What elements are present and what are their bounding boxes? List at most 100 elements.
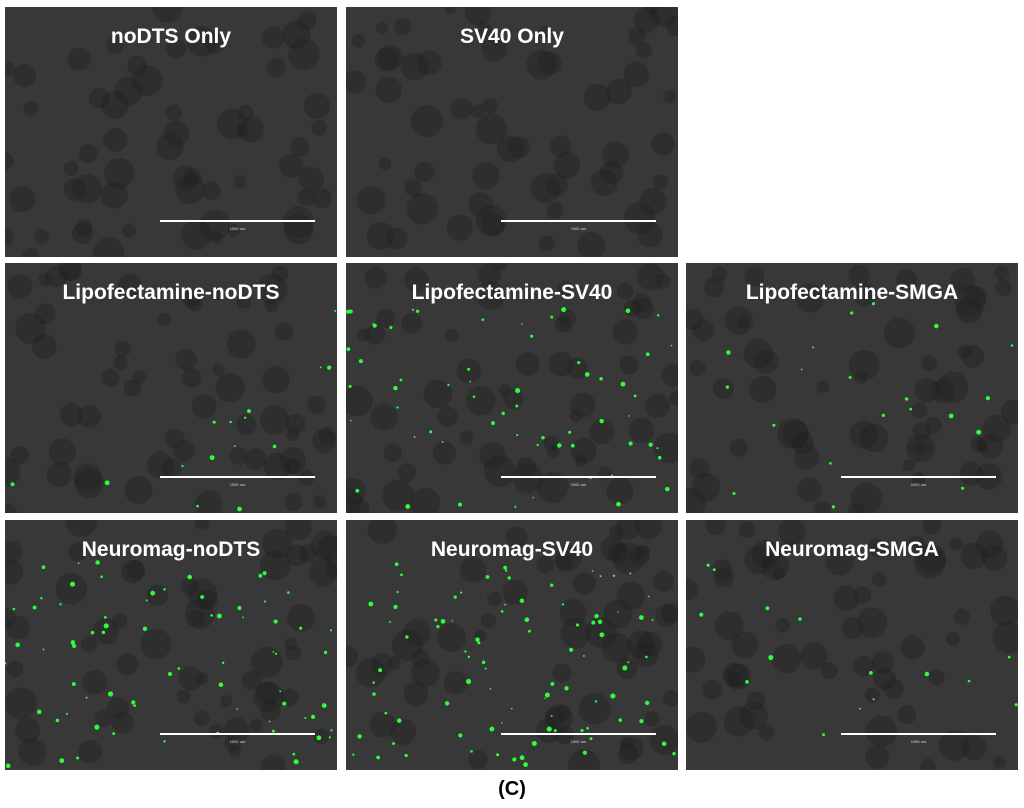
fluorescent-cell: [638, 615, 644, 620]
cell-cluster: [771, 644, 802, 674]
cell-cluster: [370, 653, 393, 676]
fluorescent-cell: [812, 346, 815, 349]
cell-cluster: [566, 357, 589, 379]
cell-cluster: [68, 542, 88, 562]
cell-cluster: [479, 442, 507, 470]
cell-cluster: [897, 705, 917, 725]
fluorescent-cell: [319, 366, 322, 369]
micrograph: SV40 Only 1000 um: [346, 7, 678, 257]
cell-cluster: [468, 750, 488, 770]
fluorescent-cell: [798, 617, 802, 621]
cell-cluster: [443, 670, 468, 695]
fluorescent-cell: [384, 711, 388, 715]
fluorescent-cell: [594, 700, 598, 703]
cell-cluster: [318, 426, 337, 445]
scale-label: 1000 um: [570, 739, 587, 744]
fluorescent-cell: [467, 367, 471, 371]
texture: [5, 520, 337, 770]
cell-cluster: [274, 322, 294, 341]
cell-cluster: [970, 437, 987, 454]
cell-cluster: [260, 700, 281, 721]
fluorescent-cell: [181, 464, 184, 468]
fluorescent-cell: [460, 591, 463, 594]
fluorescent-cell: [71, 682, 76, 687]
cell-cluster: [423, 379, 453, 409]
cell-cluster: [902, 459, 915, 472]
cell-cluster: [410, 487, 441, 513]
cell-cluster: [558, 309, 576, 328]
fluorescent-cell: [549, 583, 554, 587]
fluorescent-cell: [961, 486, 965, 490]
cell-cluster: [401, 313, 423, 334]
cell-cluster: [111, 711, 135, 734]
fluorescent-cell: [553, 729, 557, 733]
fluorescent-cell: [396, 590, 399, 594]
fluorescent-cell: [515, 388, 521, 394]
fluorescent-cell: [544, 697, 547, 700]
fluorescent-cell: [329, 629, 333, 632]
cell-cluster: [468, 192, 494, 218]
fluorescent-cell: [218, 682, 224, 687]
cell-cluster: [7, 274, 33, 299]
fluorescent-cell: [327, 365, 332, 370]
cell-cluster: [960, 734, 987, 761]
cell-cluster: [456, 358, 482, 384]
cell-cluster: [797, 477, 822, 503]
cell-cluster: [526, 49, 557, 80]
fluorescent-cell: [550, 714, 553, 717]
fluorescent-cell: [501, 722, 503, 724]
cell-cluster: [31, 334, 57, 359]
cell-cluster: [5, 503, 17, 513]
cell-cluster: [912, 421, 932, 441]
cell-cluster: [928, 669, 945, 686]
cell-cluster: [174, 348, 197, 371]
fluorescent-cell: [481, 318, 485, 322]
cell-cluster: [324, 557, 337, 579]
fluorescent-cell: [372, 323, 375, 325]
fluorescent-cell: [133, 704, 136, 707]
fluorescent-cell: [491, 421, 495, 426]
fluorescent-cell: [101, 630, 106, 635]
fluorescent-cell: [355, 488, 360, 493]
cell-cluster: [309, 558, 337, 587]
fluorescent-cell: [32, 605, 37, 610]
cell-cluster: [954, 285, 986, 317]
cell-cluster: [775, 618, 790, 633]
cell-cluster: [38, 272, 53, 287]
cell-cluster: [953, 608, 970, 625]
cell-cluster: [994, 265, 1010, 280]
fluorescent-cell: [376, 755, 381, 760]
fluorescent-cell: [510, 707, 513, 710]
cell-cluster: [731, 631, 759, 659]
cell-cluster: [285, 645, 301, 661]
cell-cluster: [397, 463, 417, 482]
fluorescent-cell: [447, 383, 450, 387]
cell-cluster: [653, 432, 678, 464]
cell-cluster: [486, 591, 503, 607]
fluorescent-cell: [411, 308, 415, 311]
cell-cluster: [871, 651, 895, 674]
cell-cluster: [262, 528, 292, 559]
fluorescent-cell: [597, 619, 603, 625]
fluorescent-cell: [800, 368, 803, 371]
cell-cluster: [285, 544, 308, 567]
cell-cluster: [46, 461, 72, 487]
cell-cluster: [117, 273, 143, 299]
cell-cluster: [297, 11, 317, 31]
fluorescent-cell: [577, 360, 581, 365]
fluorescent-cell: [287, 591, 290, 594]
cell-cluster: [158, 313, 172, 327]
fluorescent-cell: [131, 700, 136, 705]
fluorescent-cell: [524, 617, 530, 623]
cell-cluster: [873, 667, 897, 691]
cell-cluster: [121, 223, 137, 238]
cell-cluster: [123, 379, 141, 397]
cell-cluster: [603, 599, 633, 629]
cell-cluster: [637, 221, 663, 248]
cell-cluster: [346, 645, 358, 668]
cell-cluster: [6, 660, 24, 678]
cell-cluster: [921, 355, 937, 372]
fluorescent-cell: [95, 560, 100, 565]
cell-cluster: [260, 550, 291, 581]
